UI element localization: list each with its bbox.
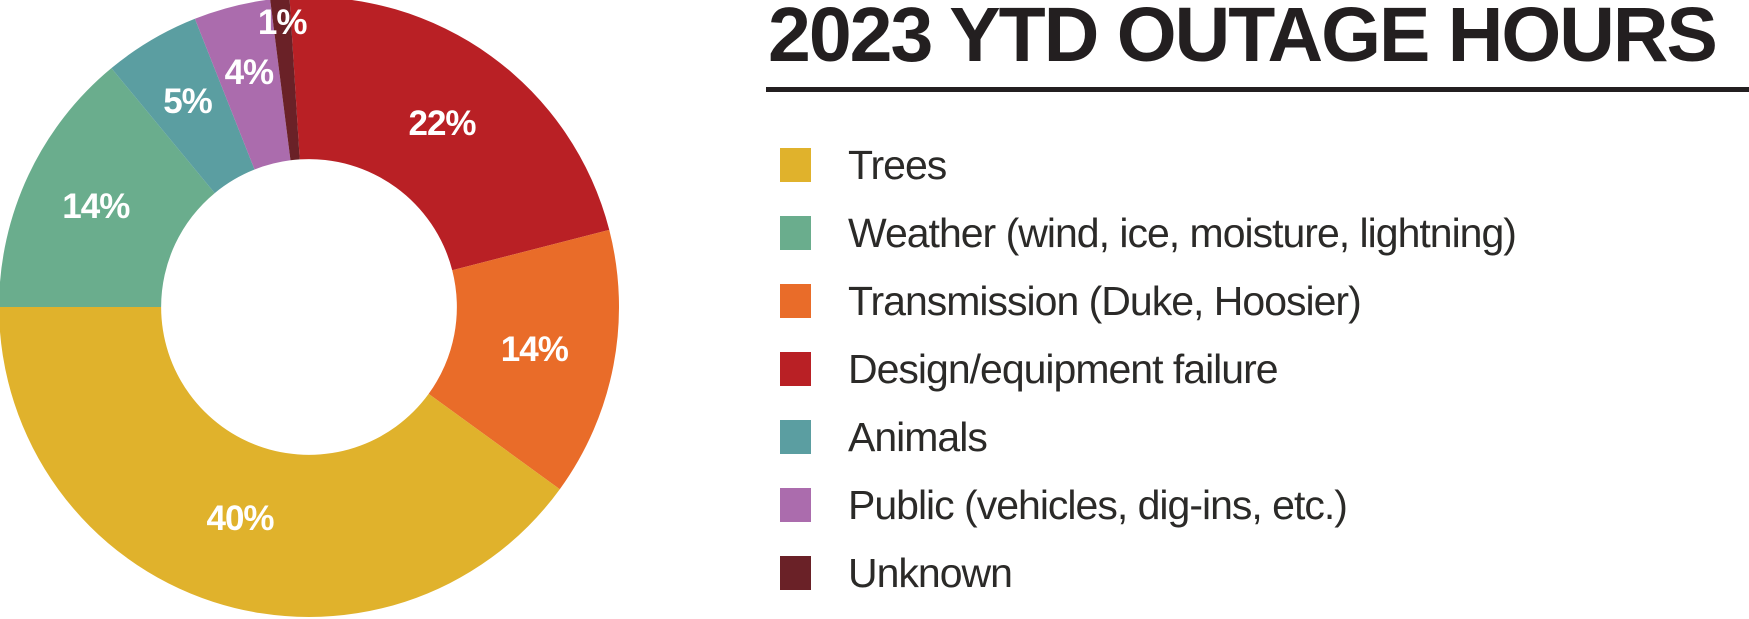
legend-item-public-vehicles-dig-ins-etc: Public (vehicles, dig-ins, etc.): [780, 482, 1516, 528]
legend-item-trees: Trees: [780, 142, 1516, 188]
legend-swatch-weather-wind-ice-moisture-lightning: [780, 216, 811, 250]
legend-item-weather-wind-ice-moisture-lightning: Weather (wind, ice, moisture, lightning): [780, 210, 1517, 256]
title-underline: [766, 87, 1749, 92]
legend-label: Public (vehicles, dig-ins, etc.): [848, 481, 1348, 528]
legend-label: Transmission (Duke, Hoosier): [848, 277, 1362, 324]
legend-item-design-equipment-failure: Design/equipment failure: [780, 346, 1516, 392]
legend-swatch-transmission-duke-hoosier: [780, 284, 811, 318]
slice-pct-label-weather-wind-ice-moisture-lightning: 14%: [62, 186, 130, 226]
legend-label: Animals: [848, 413, 988, 460]
legend-label: Design/equipment failure: [848, 345, 1279, 392]
pie-slice-trees: [0, 307, 560, 617]
legend-item-unknown: Unknown: [780, 550, 1516, 596]
slice-pct-label-trees: 40%: [206, 499, 274, 539]
donut-chart-area: 22% 14% 40% 14% 5% 4% 1%: [0, 0, 619, 619]
legend-swatch-design-equipment-failure: [780, 352, 811, 386]
slice-pct-label-transmission-duke-hoosier: 14%: [500, 329, 569, 369]
slice-pct-label-animals: 5%: [163, 81, 213, 121]
legend-label: Trees: [848, 141, 947, 188]
legend-label: Weather (wind, ice, moisture, lightning): [848, 209, 1517, 256]
legend: Trees Weather (wind, ice, moisture, light…: [780, 142, 1517, 596]
pie-slice-animals: [111, 18, 255, 194]
legend-item-animals: Animals: [780, 414, 1516, 460]
legend-swatch-trees: [780, 148, 811, 182]
legend-swatch-public-vehicles-dig-ins-etc: [780, 488, 811, 522]
slice-pct-label-unknown: 1%: [257, 3, 308, 43]
slice-pct-label-public-vehicles-dig-ins-etc: 4%: [224, 52, 275, 92]
pie-slice-weather-wind-ice-moisture-lightning: [0, 68, 215, 307]
legend-swatch-animals: [780, 420, 811, 454]
pie-slice-transmission-duke-hoosier: [428, 229, 619, 490]
slice-pct-label-design-equipment-failure: 22%: [408, 103, 476, 143]
pie-slice-unknown: [270, 0, 300, 161]
legend-item-transmission-duke-hoosier: Transmission (Duke, Hoosier): [780, 278, 1516, 324]
pie-slice-design-equipment-failure: [289, 0, 610, 271]
pie-slice-public-vehicles-dig-ins-etc: [194, 0, 291, 170]
legend-label: Unknown: [848, 549, 1013, 596]
page-title: 2023 YTD OUTAGE HOURS: [768, 0, 1718, 78]
donut-chart: [0, 0, 619, 617]
legend-swatch-unknown: [780, 556, 811, 590]
